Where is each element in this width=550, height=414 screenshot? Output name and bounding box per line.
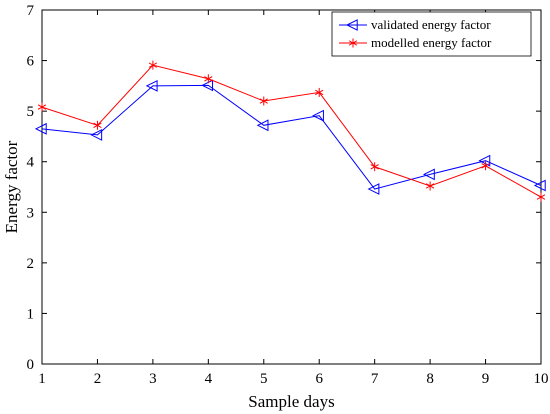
asterisk-stroke <box>370 164 379 170</box>
data-point-marker <box>422 168 435 181</box>
series-line <box>41 64 542 198</box>
plot-border <box>41 9 542 365</box>
data-point-marker <box>90 129 103 141</box>
asterisk-stroke <box>204 76 213 82</box>
legend-box <box>331 11 532 57</box>
asterisk-stroke <box>315 89 324 96</box>
y-axis-title: Energy factor <box>2 140 21 233</box>
x-tick-label: 9 <box>482 371 490 387</box>
y-tick-label: 5 <box>27 104 35 120</box>
data-point-marker <box>312 109 324 122</box>
data-point-marker <box>34 122 47 135</box>
x-tick-label: 7 <box>371 371 379 387</box>
legend-item: validated energy factor <box>339 17 491 32</box>
y-tick-label: 6 <box>27 54 35 70</box>
asterisk-stroke <box>37 104 47 110</box>
legend-item: modelled energy factor <box>339 35 492 50</box>
y-tick-label: 4 <box>27 155 35 171</box>
legend-items: validated energy factor modelled energy f… <box>339 17 492 50</box>
data-point-marker <box>533 179 546 192</box>
series-1 <box>34 79 546 195</box>
asterisk-stroke <box>148 62 158 68</box>
data-point-marker <box>259 96 268 106</box>
asterisk-stroke <box>536 194 546 200</box>
x-tick-label: 4 <box>205 371 213 387</box>
asterisk-stroke <box>481 163 490 169</box>
data-point-marker <box>536 192 546 202</box>
data-point-marker <box>256 119 269 132</box>
asterisk-stroke <box>93 122 102 128</box>
series-2 <box>37 60 546 202</box>
legend-marker <box>348 38 358 48</box>
data-point-marker <box>145 79 158 92</box>
y-axis: 0 1 2 3 4 5 6 7 <box>27 3 541 373</box>
x-tick-label: 10 <box>534 371 549 387</box>
x-tick-label: 2 <box>94 371 102 387</box>
x-tick-label: 5 <box>260 371 268 387</box>
x-tick-label: 1 <box>38 371 46 387</box>
data-point-marker <box>315 87 324 97</box>
x-axis-title: Sample days <box>248 392 334 411</box>
data-point-marker <box>481 161 490 171</box>
data-point-marker <box>37 102 47 112</box>
legend-label: modelled energy factor <box>371 35 492 50</box>
y-tick-label: 0 <box>27 357 35 373</box>
legend-marker <box>345 19 358 31</box>
plot-frame <box>41 9 542 365</box>
series-layer <box>34 60 546 202</box>
data-point-marker <box>201 79 214 92</box>
y-tick-label: 1 <box>27 306 35 322</box>
x-tick-label: 8 <box>426 371 434 387</box>
asterisk-stroke <box>348 40 358 46</box>
legend-label: validated energy factor <box>371 17 491 32</box>
y-tick-label: 7 <box>27 3 35 19</box>
x-axis: 1 2 3 4 5 6 7 8 9 10 <box>38 10 549 387</box>
asterisk-stroke <box>259 98 268 104</box>
data-point-marker <box>148 60 158 70</box>
series-line <box>41 84 542 190</box>
x-tick-label: 6 <box>315 371 323 387</box>
data-point-marker <box>367 183 380 195</box>
asterisk-stroke <box>425 183 435 189</box>
data-point-marker <box>370 162 379 172</box>
y-tick-label: 2 <box>27 256 35 272</box>
x-tick-label: 3 <box>149 371 157 387</box>
y-tick-label: 3 <box>27 205 35 221</box>
data-point-marker <box>425 181 435 191</box>
data-point-marker <box>478 154 491 167</box>
data-point-marker <box>93 120 102 130</box>
legend: validated energy factor modelled energy f… <box>331 11 532 57</box>
data-point-marker <box>204 74 213 84</box>
